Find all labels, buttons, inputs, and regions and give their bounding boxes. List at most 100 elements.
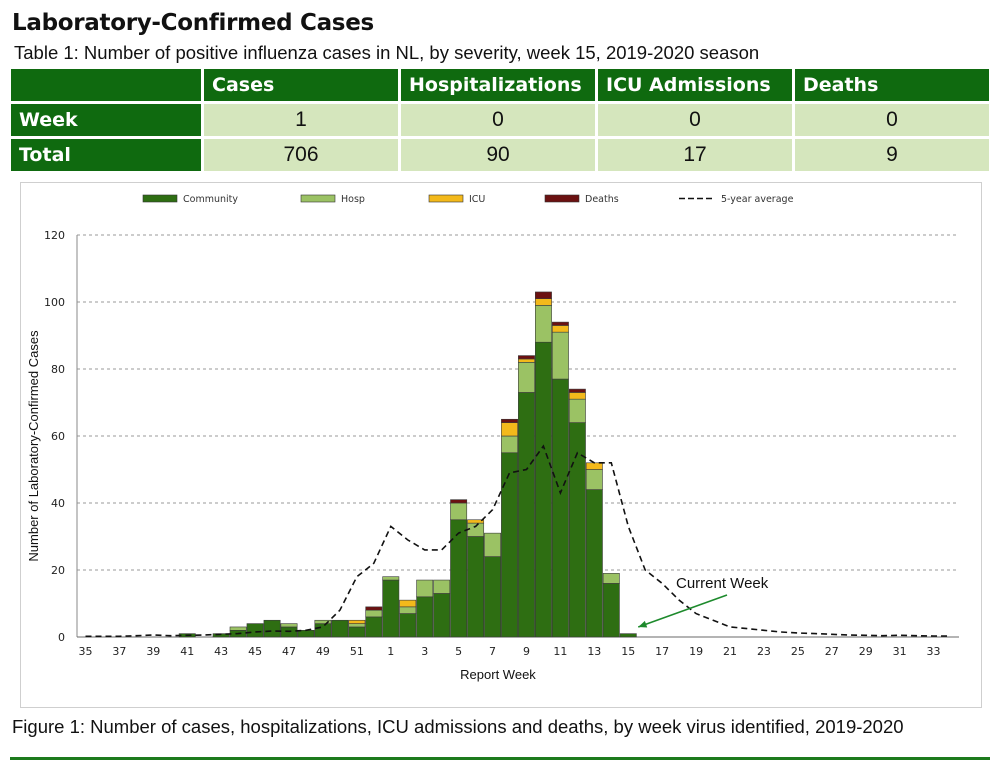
table-header-row: Cases Hospitalizations ICU Admissions De… xyxy=(11,69,989,101)
bar-hosp xyxy=(467,522,485,537)
x-tick-label: 31 xyxy=(893,645,907,658)
bar-hosp xyxy=(382,576,400,581)
bar-community xyxy=(365,616,383,638)
bar-community xyxy=(314,623,332,638)
bar-deaths xyxy=(518,355,535,360)
bar-hosp xyxy=(314,619,332,624)
legend-label: Hosp xyxy=(341,194,365,205)
bar-deaths xyxy=(365,606,383,611)
chart-frame: 0 20 40 60 80 100 120 35 37 39 41 43 45 47 49 51 1 3 5 7 9 11… xyxy=(20,182,982,708)
bar-community xyxy=(263,619,281,638)
x-tick-label: 47 xyxy=(282,645,296,658)
bar-deaths xyxy=(535,291,552,299)
x-tick-label: 3 xyxy=(421,645,428,658)
bar-community xyxy=(535,341,552,638)
legend-swatch xyxy=(544,194,580,203)
x-tick-label: 43 xyxy=(214,645,228,658)
bar-deaths xyxy=(501,418,518,423)
y-tick-label: 80 xyxy=(51,363,65,376)
bar-community xyxy=(518,392,535,638)
bottom-divider xyxy=(10,757,990,760)
x-tick-label: 11 xyxy=(553,645,567,658)
bar-icu xyxy=(501,422,518,437)
y-tick-label: 40 xyxy=(51,497,65,510)
bar-community xyxy=(433,593,451,638)
x-tick-label: 25 xyxy=(791,645,805,658)
table-corner-cell xyxy=(11,69,201,101)
legend-label: Deaths xyxy=(585,194,619,205)
x-tick-label: 15 xyxy=(621,645,635,658)
x-tick-label: 35 xyxy=(78,645,92,658)
column-header: ICU Admissions xyxy=(598,69,792,101)
bar-community xyxy=(619,633,637,638)
table-row: Total 706 90 17 9 xyxy=(11,139,989,171)
bar-hosp xyxy=(450,502,468,521)
y-tick-label: 60 xyxy=(51,430,65,443)
table-cell: 9 xyxy=(795,139,989,171)
bar-hosp xyxy=(433,579,451,594)
bar-hosp xyxy=(585,469,603,490)
x-tick-label: 41 xyxy=(180,645,194,658)
bar-community xyxy=(348,626,366,638)
bar-hosp xyxy=(568,398,586,423)
row-header: Week xyxy=(11,104,201,136)
table-cell: 1 xyxy=(204,104,398,136)
legend-swatch xyxy=(428,194,464,203)
table-cell: 90 xyxy=(401,139,595,171)
x-tick-label: 7 xyxy=(489,645,496,658)
x-tick-label: 33 xyxy=(927,645,941,658)
legend-label: 5-year average xyxy=(721,194,794,205)
column-header: Cases xyxy=(204,69,398,101)
bar-icu xyxy=(535,298,552,306)
y-tick-label: 100 xyxy=(44,296,65,309)
x-tick-label: 29 xyxy=(859,645,873,658)
bar-deaths xyxy=(450,499,468,504)
bar-icu xyxy=(568,392,586,400)
bar-community xyxy=(501,452,518,638)
column-header: Hospitalizations xyxy=(401,69,595,101)
bar-hosp xyxy=(280,623,298,628)
bar-icu xyxy=(518,358,535,363)
annotation-arrowhead xyxy=(638,620,648,628)
annotation-label: Current Week xyxy=(676,575,769,592)
table-caption: Table 1: Number of positive influenza ca… xyxy=(14,42,760,63)
y-tick-label: 0 xyxy=(58,631,65,644)
bar-deaths xyxy=(568,388,586,393)
bar-icu xyxy=(551,325,569,333)
x-tick-label: 17 xyxy=(655,645,669,658)
table-cell: 0 xyxy=(795,104,989,136)
x-tick-label: 13 xyxy=(587,645,601,658)
bar-community xyxy=(331,619,349,638)
x-tick-label: 19 xyxy=(689,645,703,658)
bar-hosp xyxy=(229,626,247,631)
column-header: Deaths xyxy=(795,69,989,101)
x-tick-label: 27 xyxy=(825,645,839,658)
x-tick-label: 23 xyxy=(757,645,771,658)
bar-hosp xyxy=(501,435,518,454)
bar-community xyxy=(585,489,603,638)
bar-hosp xyxy=(518,362,535,393)
bar-community xyxy=(551,378,569,638)
five-year-average-line xyxy=(85,444,951,638)
bar-hosp xyxy=(484,532,501,557)
x-tick-label: 37 xyxy=(112,645,126,658)
bar-hosp xyxy=(416,579,434,598)
row-header: Total xyxy=(11,139,201,171)
page-heading: Laboratory-Confirmed Cases xyxy=(12,10,374,36)
bar-community xyxy=(382,579,400,638)
y-axis-title: Number of Laboratory-Confirmed Cases xyxy=(26,330,41,562)
legend-label: ICU xyxy=(469,194,485,205)
bar-community xyxy=(416,596,434,638)
x-tick-label: 45 xyxy=(248,645,262,658)
x-tick-label: 51 xyxy=(350,645,364,658)
bar-hosp xyxy=(365,609,383,618)
figure-caption: Figure 1: Number of cases, hospitalizati… xyxy=(12,716,904,737)
bar-community xyxy=(399,613,417,638)
bar-icu xyxy=(348,619,366,624)
bar-hosp xyxy=(348,623,366,628)
bar-icu xyxy=(585,462,603,470)
annotation-arrow xyxy=(637,594,728,628)
bar-community xyxy=(467,536,485,638)
x-tick-label: 21 xyxy=(723,645,737,658)
